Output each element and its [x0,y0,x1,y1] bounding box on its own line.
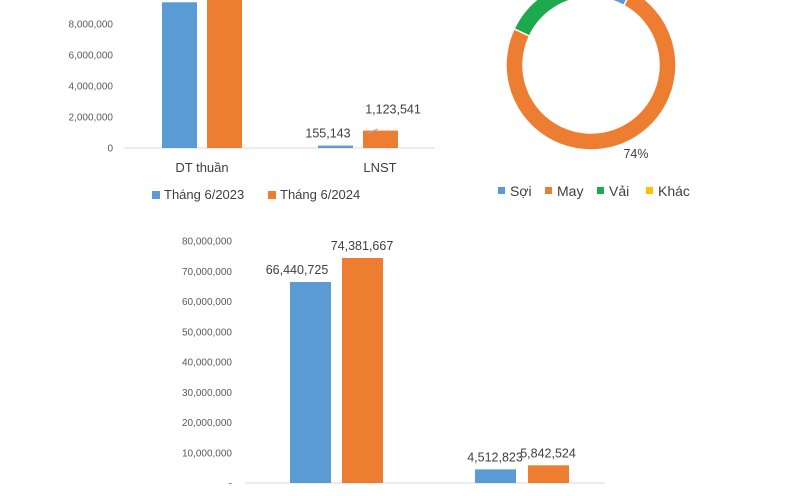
y-tick-label: 0 [107,144,113,155]
legend-label: Vải [609,183,629,199]
legend-label: Tháng 6/2024 [280,187,360,202]
donut-slice [505,0,677,151]
data-label: 5,842,524 [520,446,576,460]
donut-slice [513,0,575,38]
y-tick-label: 60,000,000 [182,297,232,308]
legend-swatch [545,187,552,194]
legend-swatch [498,187,505,194]
legend-label: May [557,183,583,199]
bar [342,257,383,483]
bar [207,0,242,148]
leader-line [367,128,379,134]
bar [475,469,516,483]
x-category-label: DT thuần [175,160,228,175]
y-tick-label: 6,000,000 [69,51,114,62]
legend-label: Sợi [510,183,532,199]
y-tick-label: 50,000,000 [182,327,232,338]
data-label: 74,381,667 [331,239,394,253]
legend-label: Khác [658,183,690,199]
y-tick-label: 8,000,000 [69,20,114,31]
bar [162,2,197,148]
data-label: 66,440,725 [266,263,329,277]
legend-swatch [268,191,276,199]
bar [318,145,353,148]
y-tick-label: 2,000,000 [69,113,114,124]
data-label: 1,123,541 [365,103,421,117]
y-tick-label: - [229,479,232,490]
y-tick-label: 4,000,000 [69,82,114,93]
legend-swatch [597,187,604,194]
legend-label: Tháng 6/2023 [164,187,244,202]
y-tick-label: 80,000,000 [182,237,232,248]
data-label: 4,512,823 [467,450,523,464]
bar [290,282,331,483]
y-tick-label: 40,000,000 [182,358,232,369]
y-tick-label: 70,000,000 [182,267,232,278]
legend-swatch [152,191,160,199]
data-label: 74% [623,147,648,161]
y-tick-label: 10,000,000 [182,448,232,459]
y-tick-label: 20,000,000 [182,418,232,429]
data-label: 155,143 [305,127,350,141]
y-tick-label: 30,000,000 [182,388,232,399]
bar [528,465,569,483]
bar [363,130,398,148]
x-category-label: LNST [363,160,396,175]
legend-swatch [646,187,653,194]
